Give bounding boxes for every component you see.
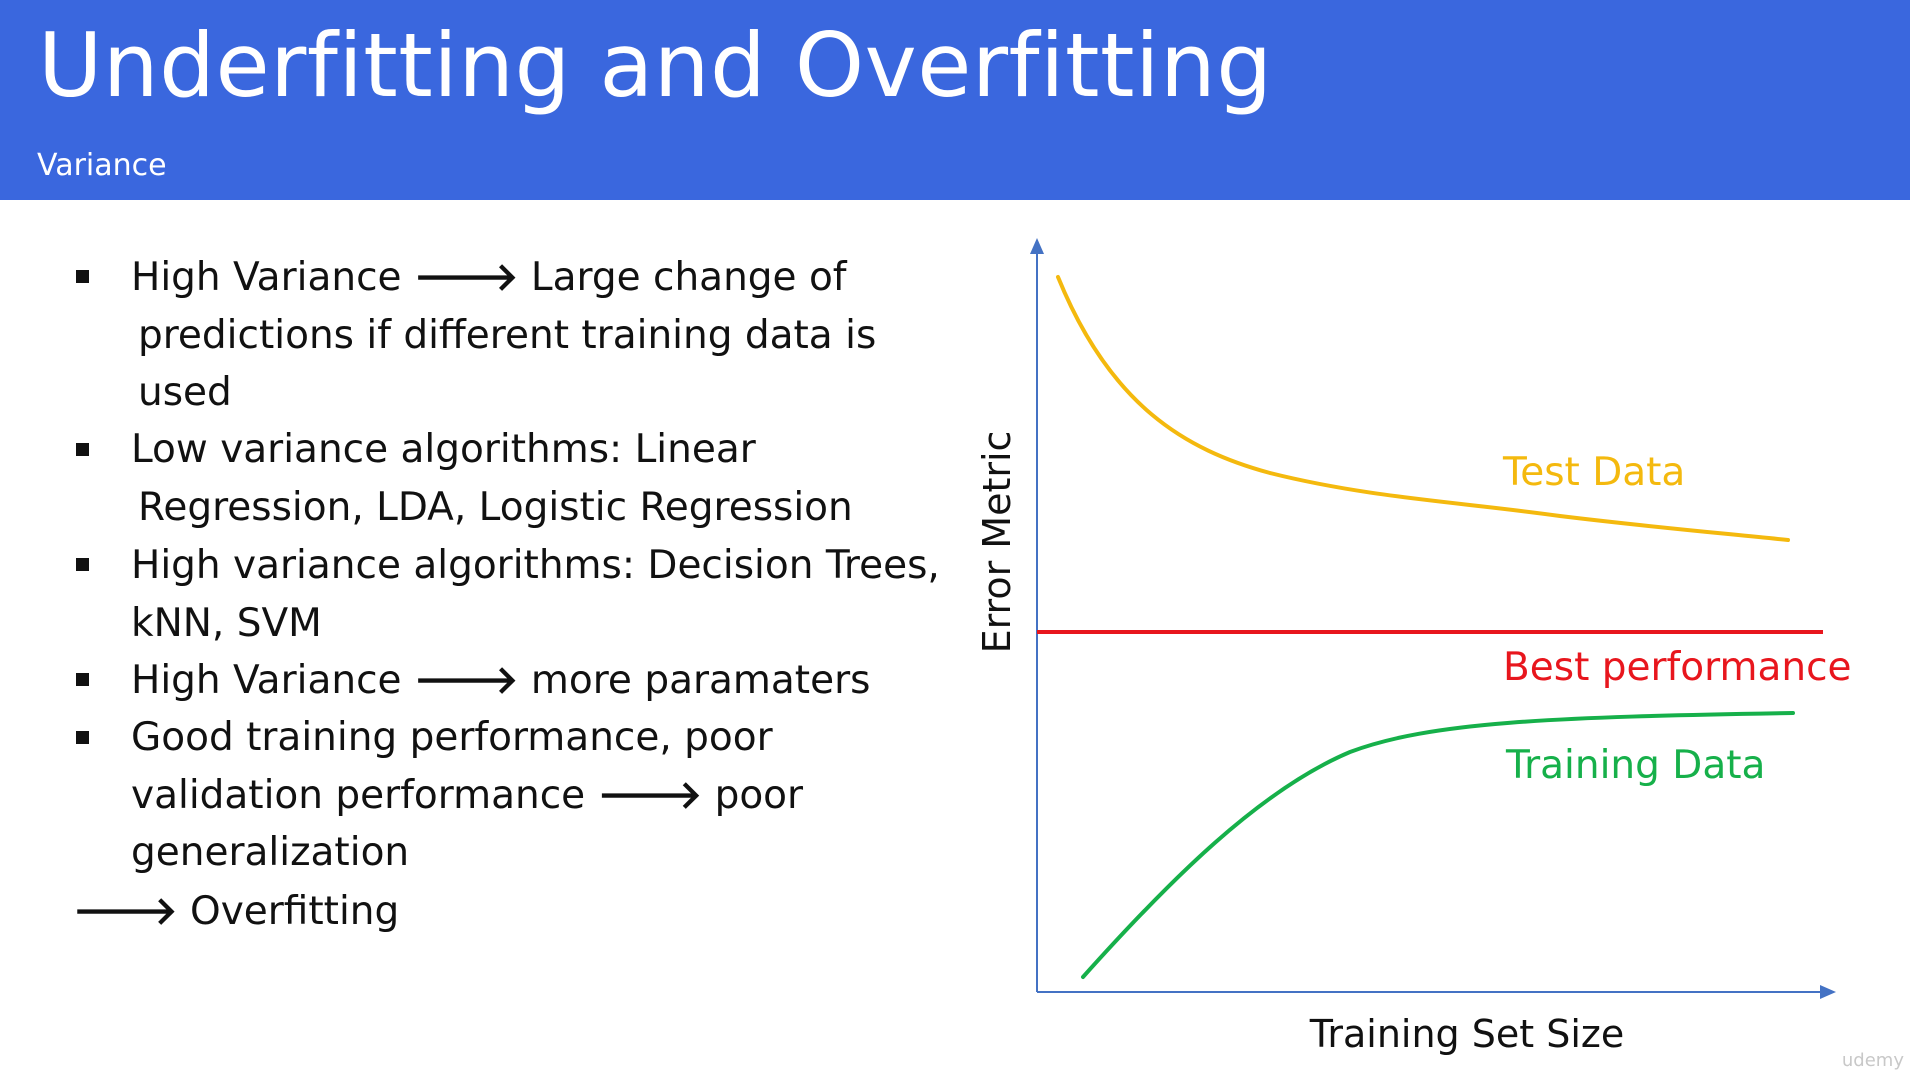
bullet-line: generalization: [131, 830, 410, 875]
bullet-text: validation performance: [131, 772, 598, 818]
bullet-item: Good training performance, poor validati…: [131, 709, 951, 882]
bullet-text: High Variance: [131, 658, 414, 703]
x-axis-label: Training Set Size: [1309, 1012, 1625, 1056]
bullet-item: High Variance 🡒 more paramaters: [131, 652, 951, 710]
bullet-line: validation performance 🡒 poor: [131, 767, 951, 825]
test-data-curve: [1056, 275, 1790, 542]
best-performance-label: Best performance: [1503, 645, 1852, 690]
watermark-logo: udemy: [1841, 1050, 1904, 1071]
bullet-marker: [76, 731, 89, 744]
header-banner: Underfitting and Overfitting Variance: [0, 0, 1910, 200]
bullet-item: High Variance 🡒 Large change of predicti…: [131, 249, 951, 422]
bullet-line: Low variance algorithms: Linear: [131, 427, 756, 472]
bullet-line: used: [138, 370, 232, 415]
x-axis-arrow-icon: [1820, 985, 1836, 999]
bullet-line: predictions if different training data i…: [138, 312, 877, 358]
bullet-line: Regression, LDA, Logistic Regression: [138, 484, 853, 530]
bullet-line: kNN, SVM: [131, 600, 322, 646]
right-arrow-icon: 🡒: [413, 255, 519, 300]
training-data-label: Training Data: [1505, 743, 1765, 788]
bullet-line: High variance algorithms: Decision Trees…: [131, 543, 940, 588]
bullet-marker: [76, 443, 89, 456]
conclusion: 🡒 Overfitting: [73, 883, 399, 940]
page-subtitle: Variance: [37, 148, 167, 183]
right-arrow-icon: 🡒: [597, 772, 703, 818]
right-arrow-icon: 🡒: [73, 889, 178, 934]
bullet-line: High Variance 🡒 Large change of: [131, 249, 951, 307]
bullet-marker: [76, 270, 89, 283]
bullet-line: Good training performance, poor: [131, 715, 773, 760]
right-arrow-icon: 🡒: [413, 658, 519, 703]
conclusion-text: Overfitting: [177, 889, 400, 934]
bullet-text: High Variance: [131, 255, 414, 300]
bullet-text: Large change of: [518, 255, 847, 300]
bullet-marker: [76, 558, 89, 571]
bullet-item: Low variance algorithms: Linear Regressi…: [131, 421, 951, 536]
page-title: Underfitting and Overfitting: [38, 14, 1273, 117]
training-data-curve: [1081, 711, 1795, 979]
bullet-text: poor: [702, 772, 804, 818]
y-axis-label: Error Metric: [975, 431, 1019, 654]
test-data-label: Test Data: [1502, 450, 1685, 495]
bullet-marker: [76, 673, 89, 686]
bullet-text: more paramaters: [518, 658, 871, 703]
y-axis-arrow-icon: [1030, 238, 1044, 254]
bullet-item: High variance algorithms: Decision Trees…: [131, 537, 951, 652]
bullet-line: High Variance 🡒 more paramaters: [131, 652, 951, 710]
